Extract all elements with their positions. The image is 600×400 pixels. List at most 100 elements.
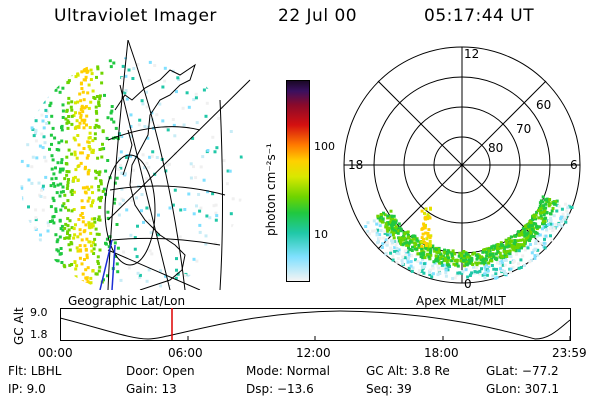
image-pixel bbox=[93, 237, 97, 241]
image-pixel bbox=[46, 221, 50, 225]
image-pixel bbox=[159, 269, 162, 273]
image-pixel bbox=[179, 208, 183, 212]
oval-pixel bbox=[410, 269, 414, 273]
geographic-grid bbox=[104, 40, 251, 290]
polar-axis-diagonal bbox=[377, 80, 547, 250]
image-pixel bbox=[50, 114, 54, 118]
image-pixel bbox=[43, 277, 47, 280]
image-pixel bbox=[72, 179, 75, 183]
oval-pixel bbox=[422, 237, 425, 241]
image-pixel bbox=[192, 98, 196, 102]
oval-pixel bbox=[391, 240, 395, 243]
apex-panel-label: Apex MLat/MLT bbox=[416, 294, 506, 308]
oval-pixel bbox=[479, 258, 483, 261]
image-pixel bbox=[163, 79, 167, 83]
mlt-label-0: 0 bbox=[464, 277, 472, 291]
oval-pixel bbox=[420, 244, 424, 248]
time-tick-0600: 06:00 bbox=[168, 346, 203, 360]
image-pixel bbox=[180, 60, 184, 64]
image-pixel bbox=[192, 257, 196, 261]
image-pixel bbox=[177, 282, 181, 286]
image-pixel bbox=[61, 168, 65, 172]
oval-pixel bbox=[499, 267, 502, 271]
image-pixel bbox=[80, 70, 84, 74]
oval-pixel bbox=[523, 240, 526, 244]
oval-pixel bbox=[412, 234, 416, 238]
image-pixel bbox=[198, 230, 202, 234]
image-pixel bbox=[133, 247, 137, 251]
oval-pixel bbox=[419, 252, 423, 256]
oval-pixel bbox=[492, 244, 496, 248]
oval-pixel bbox=[403, 241, 407, 245]
oval-pixel bbox=[440, 254, 444, 258]
image-pixel bbox=[72, 190, 76, 194]
oval-pixel bbox=[434, 259, 438, 262]
oval-pixel bbox=[392, 236, 396, 240]
image-pixel bbox=[86, 199, 90, 203]
altitude-curve bbox=[60, 310, 571, 340]
image-pixel bbox=[77, 46, 80, 49]
image-pixel bbox=[79, 161, 83, 165]
oval-pixel bbox=[398, 236, 402, 240]
image-pixel bbox=[229, 130, 233, 133]
polar-plot: 12 18 6 0 60 70 80 bbox=[343, 46, 581, 291]
image-pixel bbox=[58, 252, 62, 256]
image-pixel bbox=[140, 209, 143, 213]
oval-pixel bbox=[566, 206, 570, 210]
oval-pixel bbox=[429, 268, 433, 272]
geographic-scatter bbox=[20, 40, 243, 290]
oval-pixel bbox=[431, 264, 435, 268]
image-pixel bbox=[27, 281, 31, 285]
oval-pixel bbox=[395, 249, 399, 253]
image-pixel bbox=[64, 117, 68, 121]
image-pixel bbox=[161, 85, 165, 89]
oval-pixel bbox=[437, 268, 441, 272]
geographic-panel-label: Geographic Lat/Lon bbox=[68, 294, 186, 308]
oval-pixel bbox=[417, 271, 421, 275]
image-pixel bbox=[214, 211, 218, 215]
oval-pixel bbox=[410, 249, 414, 252]
image-pixel bbox=[213, 150, 217, 154]
oval-pixel bbox=[542, 224, 546, 228]
oval-pixel bbox=[465, 253, 469, 257]
image-pixel bbox=[60, 158, 64, 162]
image-pixel bbox=[192, 212, 196, 216]
image-pixel bbox=[204, 114, 208, 118]
image-pixel bbox=[27, 178, 31, 182]
image-pixel bbox=[97, 218, 100, 222]
oval-pixel bbox=[471, 252, 475, 256]
oval-pixel bbox=[534, 222, 538, 226]
image-pixel bbox=[147, 268, 151, 272]
image-pixel bbox=[64, 206, 68, 210]
image-pixel bbox=[61, 190, 65, 194]
image-pixel bbox=[84, 75, 88, 79]
image-pixel bbox=[63, 177, 67, 181]
oval-pixel bbox=[509, 255, 513, 259]
oval-pixel bbox=[474, 261, 478, 265]
image-pixel bbox=[75, 125, 79, 129]
oval-pixel bbox=[522, 228, 526, 232]
image-pixel bbox=[145, 161, 149, 165]
image-pixel bbox=[53, 136, 57, 140]
image-pixel bbox=[225, 182, 229, 186]
oval-pixel bbox=[388, 226, 392, 230]
info-seq: Seq: 39 bbox=[366, 382, 412, 396]
image-pixel bbox=[204, 242, 208, 246]
image-pixel bbox=[119, 166, 123, 170]
image-pixel bbox=[54, 176, 58, 180]
image-pixel bbox=[66, 224, 70, 228]
image-pixel bbox=[122, 250, 126, 254]
image-pixel bbox=[87, 43, 90, 46]
image-pixel bbox=[38, 40, 41, 43]
image-pixel bbox=[83, 244, 87, 248]
oval-pixel bbox=[390, 230, 394, 234]
image-pixel bbox=[78, 111, 82, 115]
oval-pixel bbox=[500, 269, 504, 272]
image-pixel bbox=[191, 136, 195, 140]
oval-pixel bbox=[436, 259, 440, 263]
image-pixel bbox=[74, 75, 78, 79]
image-pixel bbox=[37, 67, 41, 71]
oval-pixel bbox=[476, 270, 480, 274]
oval-pixel bbox=[549, 222, 553, 226]
image-pixel bbox=[139, 42, 142, 45]
